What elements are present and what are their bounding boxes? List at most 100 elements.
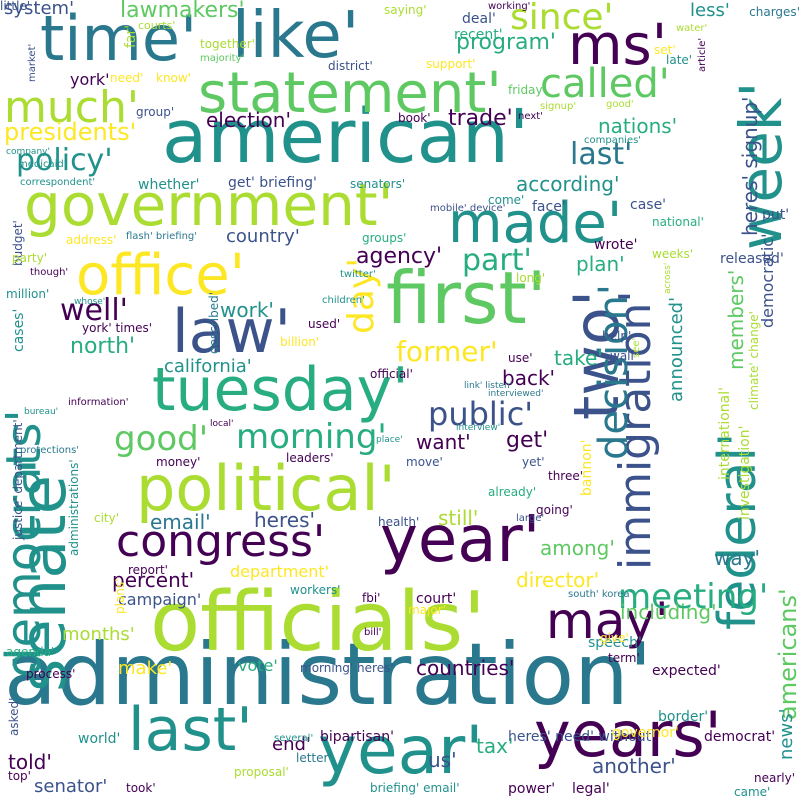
cloud-word: want' — [416, 430, 471, 454]
cloud-word: still' — [438, 506, 479, 530]
cloud-word: like' — [232, 0, 360, 73]
cloud-word: need' — [110, 71, 144, 85]
cloud-word: department' — [230, 562, 330, 581]
cloud-word: government' — [24, 171, 394, 239]
cloud-word: time' — [40, 2, 198, 75]
cloud-word: agenda' — [6, 645, 55, 659]
cloud-word: policy' — [16, 143, 113, 178]
cloud-word: well' — [60, 293, 128, 328]
cloud-word: countries' — [416, 656, 515, 680]
cloud-word: flash' briefing' — [126, 231, 198, 242]
cloud-word: years' — [534, 698, 722, 771]
cloud-word: report' — [128, 563, 168, 577]
cloud-word: yet' — [522, 455, 545, 469]
cloud-word: set' — [654, 43, 676, 57]
cloud-word: majority' — [200, 53, 245, 64]
cloud-word: process' — [26, 667, 76, 681]
cloud-word: decision' — [591, 284, 637, 460]
cloud-word: presidents' — [4, 118, 137, 146]
cloud-word: party' — [12, 251, 48, 265]
cloud-word: three' — [548, 469, 584, 483]
cloud-word: climate' change' — [747, 311, 761, 410]
cloud-word: place' — [376, 435, 403, 445]
cloud-word: senators' — [350, 177, 406, 191]
cloud-word: york' — [70, 70, 110, 89]
cloud-word: companies' — [584, 135, 642, 146]
cloud-word: end' — [272, 734, 311, 755]
cloud-word: members' — [724, 269, 748, 370]
cloud-word: news' — [776, 708, 797, 760]
cloud-word: charges' — [749, 5, 800, 19]
cloud-word: south' korea' — [568, 589, 633, 600]
cloud-word: vote' — [238, 656, 278, 675]
cloud-word: briefing' email' — [370, 781, 460, 795]
cloud-word: election' — [206, 108, 291, 132]
cloud-word: last' — [128, 695, 253, 765]
cloud-word: signup' — [540, 101, 577, 112]
cloud-word: use' — [508, 351, 533, 365]
cloud-word: book' — [398, 111, 431, 125]
cloud-word: less' — [690, 0, 730, 21]
cloud-word: billion' — [280, 335, 320, 349]
cloud-word: cases' — [11, 308, 27, 352]
cloud-word: information' — [68, 397, 129, 408]
cloud-word: official' — [370, 367, 413, 381]
cloud-word: court' — [416, 591, 457, 607]
cloud-word: term' — [608, 651, 640, 665]
cloud-word: california' — [164, 356, 252, 377]
cloud-word: called' — [540, 61, 670, 107]
cloud-word: took' — [126, 781, 156, 795]
cloud-word: democrat' — [704, 729, 776, 745]
cloud-word: get' briefing' — [228, 175, 317, 191]
cloud-word: give' — [600, 631, 629, 645]
cloud-word: political' — [136, 452, 396, 525]
cloud-word: groups' — [362, 231, 407, 245]
cloud-word: first' — [386, 256, 547, 340]
cloud-word: good' — [606, 99, 634, 110]
cloud-word: water' — [676, 23, 708, 34]
cloud-word: justice' department' — [11, 419, 25, 540]
cloud-word: director' — [516, 568, 600, 592]
cloud-word: legal' — [572, 781, 610, 797]
cloud-word: heres' need' without' — [508, 729, 655, 745]
cloud-word: bill' — [364, 627, 382, 638]
cloud-word: american' — [162, 94, 530, 180]
cloud-word: world' — [78, 731, 121, 747]
cloud-word: city' — [94, 511, 120, 525]
cloud-word: support' — [426, 57, 476, 71]
cloud-word: though' — [30, 267, 69, 278]
cloud-word: morning' — [236, 417, 387, 457]
cloud-word: north' — [70, 334, 136, 359]
cloud-word: weeks' — [652, 247, 694, 261]
cloud-word: far' — [123, 24, 139, 48]
cloud-word: saying' — [384, 3, 427, 17]
cloud-word: among' — [540, 536, 615, 560]
cloud-word: since' — [510, 0, 614, 38]
cloud-word: fbi' — [362, 591, 381, 605]
cloud-word: national' — [652, 215, 704, 229]
cloud-word: letter' — [296, 751, 332, 765]
cloud-word: next' — [518, 111, 543, 122]
cloud-word: wall' — [610, 349, 638, 363]
cloud-word: address' — [66, 233, 117, 247]
cloud-word: officials' — [150, 575, 486, 670]
cloud-word: administrations' — [67, 459, 81, 556]
cloud-word: investigation' — [737, 425, 753, 520]
cloud-word: program' — [456, 30, 556, 55]
cloud-word: interviewed' — [488, 389, 544, 399]
cloud-word: lawmakers' — [120, 0, 245, 23]
cloud-word: former' — [396, 335, 498, 368]
cloud-word: face' — [532, 199, 566, 215]
cloud-word: proposal' — [234, 765, 289, 779]
cloud-word: heres' signup' — [738, 96, 762, 236]
cloud-word: case' — [630, 197, 667, 213]
cloud-word: health' — [378, 515, 420, 529]
cloud-word: mobile' device' — [430, 203, 506, 214]
cloud-word: campaign' — [118, 590, 202, 609]
cloud-word: senator' — [34, 776, 108, 797]
cloud-word: back' — [502, 366, 556, 390]
cloud-word: statement' — [198, 61, 502, 126]
cloud-word: told' — [8, 750, 52, 774]
cloud-word: large' — [516, 513, 545, 524]
cloud-word: democratic' — [758, 233, 777, 328]
